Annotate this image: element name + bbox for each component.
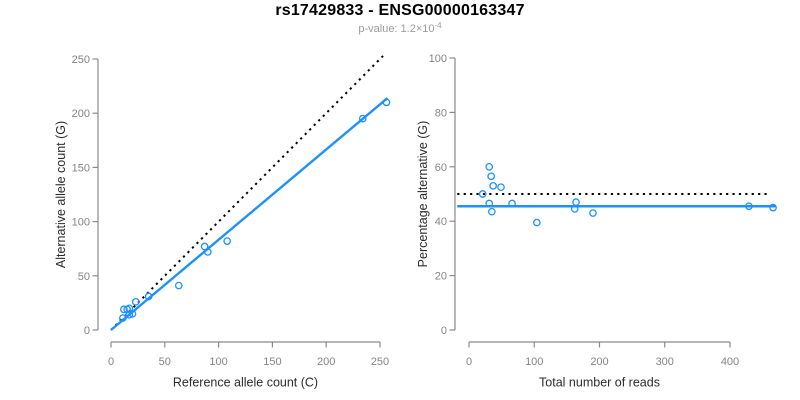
data-point [174,281,183,290]
x-axis-tick-label: 50 [159,356,171,368]
data-point [487,207,496,216]
data-point [382,98,391,107]
x-axis-tick-label: 0 [466,356,472,368]
fit-line [110,97,389,331]
data-point [589,209,597,217]
y-axis-title: Alternative allele count (G) [54,121,68,268]
y-axis-tick-label: 40 [435,216,447,228]
data-point [120,305,128,314]
y-axis-tick-label: 80 [435,107,447,119]
left-scatter-panel: 0 50 100 150 200 250 Reference allele count (C… [54,52,391,390]
x-axis-tick-label: 0 [108,356,114,368]
figure-subtitle: p-value: 1.2×10-4 [0,21,800,35]
y-axis-tick-label: 250 [72,54,90,66]
x-axis-tick-label: 400 [721,356,739,368]
data-point [200,242,209,251]
p-value-exponent: -4 [434,21,442,30]
x-axis-tick-label: 200 [590,356,608,368]
x-axis-tick-label: 300 [656,356,674,368]
data-point [128,309,137,318]
y-axis-tick-label: 100 [429,53,447,65]
data-point [487,172,496,181]
data-point [144,292,153,301]
data-point [131,297,140,306]
data-point [489,181,497,190]
right-scatter-panel: 0 100 200 300 400 Total number of reads 0 20 40 6… [416,53,777,390]
y-axis-tick-label: 60 [435,162,447,174]
x-axis-tick-label: 100 [525,356,543,368]
identity-line [110,52,387,331]
data-point [572,198,580,207]
data-point [118,314,127,322]
data-point [745,202,753,211]
data-point [203,248,212,256]
y-axis-tick-label: 0 [84,325,90,337]
x-axis-tick-label: 150 [263,356,281,368]
data-point [485,162,494,171]
data-point [485,199,494,208]
y-axis-tick-label: 100 [72,217,90,229]
y-axis-tick-label: 20 [435,271,447,283]
data-point [125,310,134,319]
data-point [508,199,516,208]
x-axis-tick-label: 100 [209,356,227,368]
data-point [223,237,232,245]
y-axis-title: Percentage alternative (G) [416,121,430,268]
data-point [533,218,541,227]
y-axis-tick-label: 50 [78,271,90,283]
data-point [769,203,777,212]
y-axis-tick-label: 0 [441,325,447,337]
figure-title: rs17429833 - ENSG00000163347 [275,2,525,19]
y-axis-tick-label: 150 [72,162,90,174]
x-axis-tick-label: 250 [371,356,389,368]
x-axis-title: Total number of reads [539,376,660,390]
x-axis-tick-label: 200 [317,356,335,368]
data-point [478,190,487,198]
y-axis-tick-label: 200 [72,108,90,120]
x-axis-title: Reference allele count (C) [173,376,318,390]
data-point [497,183,505,192]
p-value-text: p-value: 1.2×10 [358,23,435,35]
data-point [358,114,367,123]
